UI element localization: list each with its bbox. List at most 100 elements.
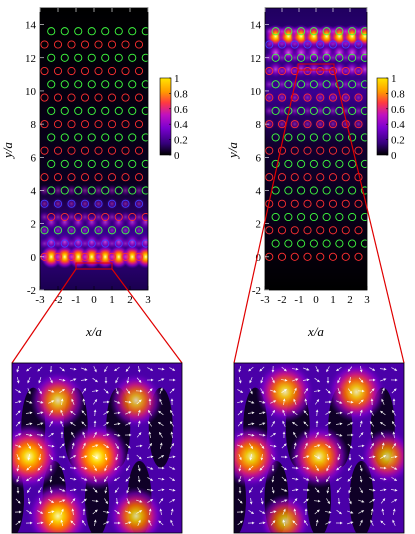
lattice-rod xyxy=(40,146,49,155)
field-glow xyxy=(327,104,339,117)
lattice-rod xyxy=(341,40,350,49)
field-arrow xyxy=(336,509,342,515)
lattice-rod xyxy=(141,133,148,142)
field-arrow xyxy=(237,520,243,526)
field-glow xyxy=(339,104,352,117)
lattice-rod xyxy=(316,226,325,235)
lattice-rod xyxy=(290,226,299,235)
field-arrow xyxy=(146,488,154,492)
field-arrow xyxy=(59,488,66,492)
right-zoom-content xyxy=(234,363,404,533)
field-arrow xyxy=(115,377,119,384)
field-arrow xyxy=(81,498,87,504)
field-arrow xyxy=(15,520,21,526)
field-arrow xyxy=(125,366,131,372)
field-arrow xyxy=(104,486,108,494)
lattice-rod xyxy=(80,120,90,129)
field-arrow xyxy=(93,476,97,483)
lattice-rod xyxy=(360,133,367,142)
left-zoom-frame xyxy=(11,362,183,534)
lattice-rod xyxy=(80,93,90,102)
field-arrow xyxy=(48,499,55,504)
field-arrow xyxy=(91,389,99,393)
field-arrow xyxy=(169,420,174,427)
field-arrow xyxy=(102,510,110,514)
lattice-rod xyxy=(94,66,103,76)
lattice-rod xyxy=(284,239,293,248)
field-arrow xyxy=(137,409,141,416)
field-arrow xyxy=(146,455,154,459)
field-arrow xyxy=(381,387,385,394)
field-arrow xyxy=(370,508,374,516)
field-arrow xyxy=(15,498,21,504)
field-arrow xyxy=(237,444,244,448)
lattice-rod xyxy=(107,199,117,208)
lattice-rod xyxy=(47,80,56,89)
field-arrow xyxy=(125,476,131,482)
lattice-rod xyxy=(107,93,117,102)
field-glow xyxy=(276,78,288,91)
field-glow xyxy=(119,197,132,210)
field-arrow xyxy=(59,388,66,393)
lattice-rod xyxy=(114,133,123,142)
lattice-rod xyxy=(360,239,367,248)
y-tick-label: 2 xyxy=(256,219,262,231)
x-tick-label: -3 xyxy=(35,294,45,306)
field-arrow xyxy=(247,411,255,415)
lattice-rod xyxy=(121,173,130,182)
field-glow xyxy=(314,104,327,117)
lattice-rod xyxy=(360,80,367,89)
lattice-rod xyxy=(290,93,299,102)
field-arrow xyxy=(293,431,297,438)
field-glow xyxy=(92,184,105,197)
field-arrow xyxy=(281,388,288,393)
field-glow xyxy=(327,65,339,78)
field-arrow xyxy=(260,498,264,505)
field-arrow xyxy=(48,520,54,526)
lattice-rod xyxy=(265,40,274,49)
lattice-rod xyxy=(101,186,110,195)
lattice-rod xyxy=(271,80,280,89)
field-arrow xyxy=(370,519,374,526)
field-arrow xyxy=(48,510,55,514)
lattice-rod xyxy=(271,159,280,168)
lattice-rod xyxy=(94,226,103,235)
lattice-rod xyxy=(277,173,287,182)
field-arrow xyxy=(282,420,286,427)
field-arrow xyxy=(381,431,385,438)
field-arrow xyxy=(359,519,363,526)
lattice-rod xyxy=(87,239,96,248)
field-arrow xyxy=(391,388,397,394)
field-arrow xyxy=(81,367,88,371)
field-arrow xyxy=(335,477,342,481)
lattice-rod xyxy=(74,239,83,248)
y-tick-label: 8 xyxy=(256,119,262,131)
field-arrow xyxy=(260,487,264,494)
lattice-rod xyxy=(354,120,363,129)
lattice-rod xyxy=(348,212,357,222)
lattice-rod xyxy=(328,173,338,182)
field-arrow xyxy=(49,377,53,384)
lattice-rod xyxy=(284,159,293,168)
field-arrow xyxy=(91,499,99,503)
lattice-rod xyxy=(316,120,325,129)
field-glow xyxy=(52,250,64,263)
field-arrow xyxy=(249,454,253,461)
field-arrow xyxy=(92,398,98,405)
lattice-rod xyxy=(80,252,90,261)
field-arrow xyxy=(27,443,32,450)
bright-spot xyxy=(26,483,90,533)
field-arrow xyxy=(159,508,163,516)
lattice-rod xyxy=(354,226,363,235)
lattice-rod xyxy=(107,146,117,155)
field-arrow xyxy=(303,421,309,427)
lattice-rod xyxy=(53,93,63,102)
field-glow xyxy=(92,224,105,237)
lattice-rod xyxy=(114,159,123,168)
lattice-rod xyxy=(74,27,83,36)
field-arrow xyxy=(292,455,299,459)
lattice-rod xyxy=(47,239,56,248)
y-tick-label: 4 xyxy=(256,185,262,197)
field-glow xyxy=(288,65,301,78)
lattice-rod xyxy=(107,66,117,76)
